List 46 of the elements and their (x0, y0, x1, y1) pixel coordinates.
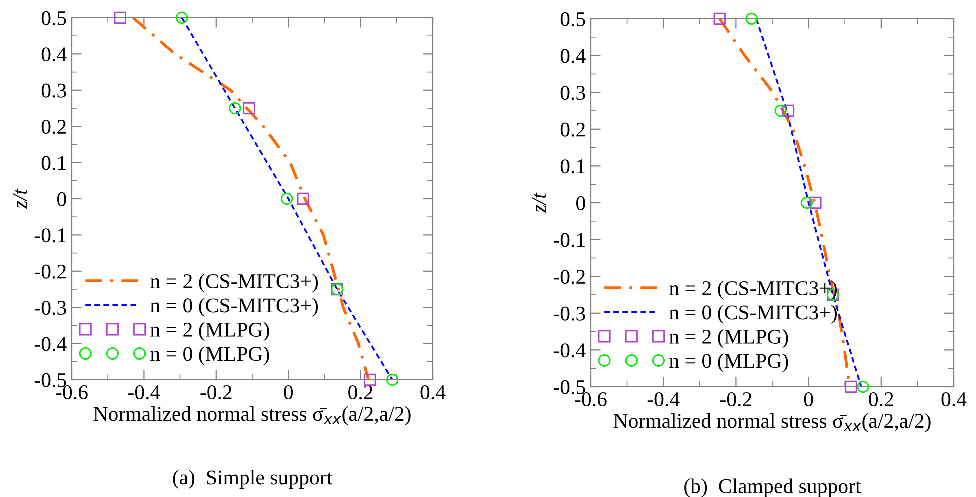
y-tick-label: -0.1 (34, 228, 66, 243)
y-axis-title: z/t (13, 188, 28, 210)
y-tick-label: 0.2 (560, 122, 585, 137)
legend-label: n = 0 (CS-MITC3+) (670, 305, 837, 324)
y-tick-label: -0.3 (34, 300, 66, 316)
x-axis-title: Normalized normal stress σ̄$_{xx}$(a/2,a/2) (614, 414, 931, 432)
x-axis-title: Normalized normal stress σ̄$_{xx}$(a/2,a/2) (94, 406, 411, 426)
y-axis-title: z/t (532, 192, 546, 214)
y-tick-label: -0.5 (34, 373, 66, 388)
x-tick-label: -0.4 (648, 392, 680, 407)
legend-label: n = 2 (MLPG) (150, 322, 270, 342)
legend-label: n = 0 (MLPG) (670, 354, 788, 372)
x-tick-label: 0.2 (869, 392, 894, 407)
y-tick-label: 0.4 (42, 48, 67, 62)
x-tick-label: 0.2 (348, 385, 373, 400)
x-tick-label: 0.4 (942, 392, 967, 407)
y-tick-label: -0.3 (554, 306, 586, 321)
y-tick-label: 0.3 (560, 86, 586, 100)
x-tick-label: 0.4 (420, 385, 446, 400)
x-tick-label: -0.6 (56, 385, 88, 400)
text: (a) Simple support (173, 470, 333, 489)
x-tick-label: 0 (804, 392, 814, 407)
legend-label: n = 0 (CS-MITC3+) (150, 298, 318, 317)
y-tick-label: 0.2 (42, 120, 66, 134)
y-tick-label: 0.4 (560, 49, 586, 64)
y-tick-label: 0 (58, 192, 66, 206)
legend-label: n = 2 (CS-MITC3+) (150, 274, 318, 293)
x-tick-label: -0.4 (128, 385, 160, 400)
x-tick-label: 0 (284, 385, 294, 400)
y-tick-label: 0 (576, 196, 586, 210)
y-tick-label: -0.1 (554, 233, 585, 248)
x-tick-label: -0.2 (720, 392, 752, 407)
y-tick-label: -0.2 (554, 270, 585, 284)
legend-label: n = 0 (MLPG) (150, 346, 270, 366)
y-tick-label: -0.4 (34, 337, 67, 352)
y-tick-label: 0.5 (560, 12, 586, 27)
y-tick-label: 0.3 (42, 84, 66, 98)
y-tick-label: -0.4 (554, 344, 586, 358)
x-tick-label: -0.2 (200, 385, 232, 400)
x-tick-label: -0.6 (575, 392, 607, 407)
y-tick-label: -0.2 (34, 264, 66, 279)
y-tick-label: 0.5 (42, 11, 66, 26)
y-tick-label: 0.1 (560, 160, 585, 174)
y-tick-label: 0.1 (42, 156, 66, 170)
legend-label: n = 2 (MLPG) (670, 329, 788, 348)
y-tick-label: -0.5 (554, 380, 586, 395)
